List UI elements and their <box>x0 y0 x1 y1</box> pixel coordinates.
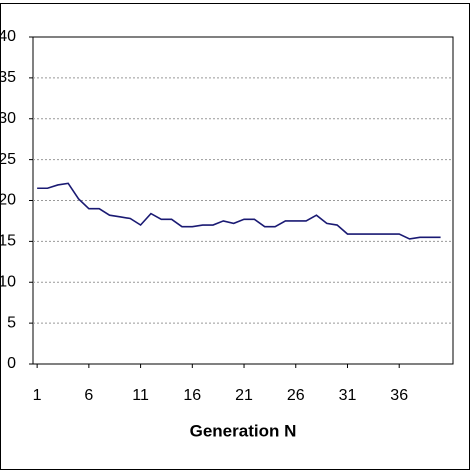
x-tick-label: 16 <box>183 387 201 404</box>
y-tick-label: 0 <box>7 355 16 372</box>
x-tick-label: 6 <box>84 387 93 404</box>
data-line <box>37 182 441 240</box>
y-tick-label: 20 <box>0 192 16 209</box>
y-tick-label: 35 <box>0 69 16 86</box>
x-tick-label: 21 <box>235 387 253 404</box>
y-tick-label: 5 <box>7 314 16 331</box>
frame <box>0 3 470 470</box>
x-tick-label: 1 <box>33 387 42 404</box>
y-tick-label: 40 <box>0 28 16 45</box>
y-tick-label: 10 <box>0 273 16 290</box>
y-tick-label: 15 <box>0 233 16 250</box>
x-tick-label: 11 <box>132 387 149 404</box>
x-tick-label: 26 <box>287 387 305 404</box>
y-tick-label: 25 <box>0 151 16 168</box>
y-tick-label: 30 <box>0 110 16 127</box>
x-tick-label: 31 <box>339 387 357 404</box>
x-axis-label: Generation N <box>190 421 297 440</box>
x-tick-label: 36 <box>390 387 408 404</box>
